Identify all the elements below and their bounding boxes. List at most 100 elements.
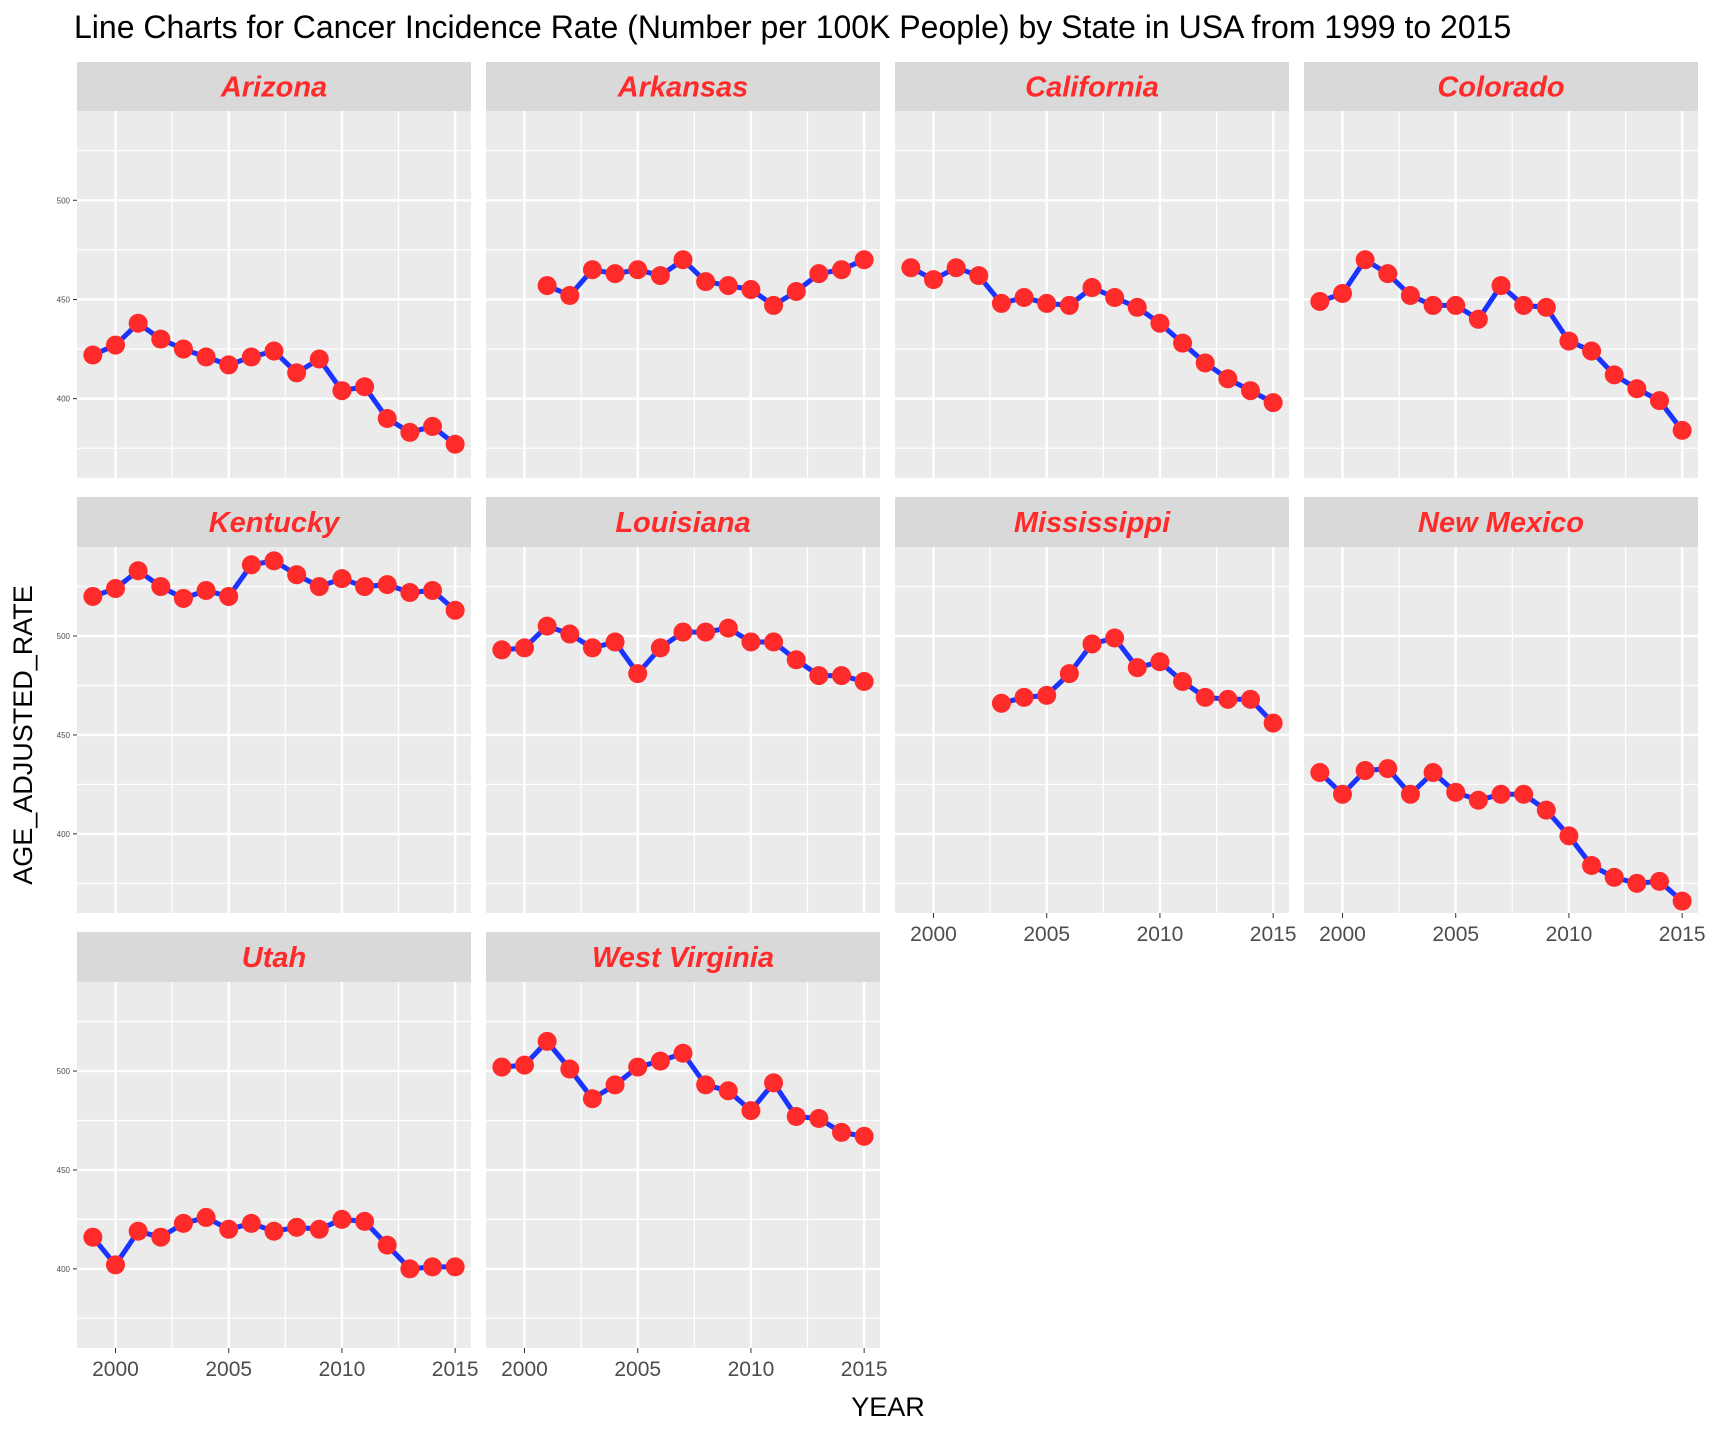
data-point <box>946 258 966 278</box>
data-point <box>1378 264 1398 284</box>
data-point <box>151 577 171 597</box>
panel-background <box>77 547 471 913</box>
data-point <box>445 600 465 620</box>
data-point <box>1355 761 1375 781</box>
data-point <box>1559 331 1579 351</box>
strip-label: Kentucky <box>209 507 341 539</box>
data-point <box>492 640 512 660</box>
data-point <box>1127 658 1147 678</box>
data-point <box>128 313 148 333</box>
y-tick-label: 400 <box>57 395 71 404</box>
data-point <box>1468 790 1488 810</box>
data-point <box>173 588 193 608</box>
strip-label: Arizona <box>220 72 327 104</box>
strip-background <box>486 62 880 111</box>
data-point <box>309 577 329 597</box>
data-point <box>241 347 261 367</box>
panel-background <box>486 547 880 913</box>
data-point <box>219 1219 239 1239</box>
data-point <box>673 622 693 642</box>
x-axis-title: YEAR <box>851 1392 925 1422</box>
data-point <box>105 335 125 355</box>
data-point <box>582 638 602 658</box>
data-point <box>1514 784 1534 804</box>
strip-background <box>486 932 880 982</box>
data-point <box>1627 379 1647 399</box>
data-point <box>400 583 420 603</box>
data-point <box>1559 826 1579 846</box>
data-point <box>423 416 443 436</box>
facet-louisiana: Louisiana <box>486 497 880 913</box>
data-point <box>105 579 125 599</box>
data-point <box>1604 365 1624 385</box>
data-point <box>696 272 716 292</box>
y-tick-label: 400 <box>57 1265 71 1274</box>
data-point <box>423 1257 443 1277</box>
data-point <box>832 1122 852 1142</box>
facet-mississippi: Mississippi 2000 2005 2010 2015 <box>895 497 1297 946</box>
data-point <box>151 329 171 349</box>
facet-arkansas: Arkansas <box>486 62 880 478</box>
data-point <box>1014 287 1034 307</box>
data-point <box>1627 873 1647 893</box>
data-point <box>1650 391 1670 411</box>
data-point <box>1446 295 1466 315</box>
y-tick-label: 450 <box>57 1166 71 1175</box>
data-point <box>991 693 1011 713</box>
data-point <box>1514 295 1534 315</box>
data-point <box>264 551 284 571</box>
data-point <box>1263 393 1283 413</box>
data-point <box>173 339 193 359</box>
data-point <box>1310 291 1330 311</box>
x-tick-label: 2010 <box>1546 923 1593 946</box>
strip-label: Mississippi <box>1014 507 1171 539</box>
chart-title: Line Charts for Cancer Incidence Rate (N… <box>74 9 1511 45</box>
data-point <box>241 1213 261 1233</box>
x-tick-label: 2000 <box>910 923 957 946</box>
data-point <box>854 250 874 270</box>
strip-label: California <box>1025 72 1159 104</box>
x-tick-label: 2010 <box>728 1358 775 1381</box>
data-point <box>309 1219 329 1239</box>
data-point <box>1014 687 1034 707</box>
data-point <box>1536 800 1556 820</box>
data-point <box>445 1257 465 1277</box>
data-point <box>83 345 103 365</box>
panel-background <box>77 982 471 1348</box>
data-point <box>605 264 625 284</box>
data-point <box>1150 313 1170 333</box>
panel-background <box>895 547 1289 913</box>
data-point <box>696 622 716 642</box>
data-point <box>1332 284 1352 304</box>
data-point <box>1241 689 1261 709</box>
data-point <box>809 1109 829 1129</box>
data-point <box>1332 784 1352 804</box>
x-tick-label: 2015 <box>1659 923 1706 946</box>
data-point <box>400 422 420 442</box>
data-point <box>196 1207 216 1227</box>
data-point <box>582 1089 602 1109</box>
data-point <box>355 1211 375 1231</box>
data-point <box>650 638 670 658</box>
data-point <box>923 270 943 290</box>
data-point <box>1150 652 1170 672</box>
data-point <box>537 276 557 296</box>
y-tick-label: 450 <box>57 731 71 740</box>
data-point <box>355 377 375 397</box>
data-point <box>650 1051 670 1071</box>
data-point <box>1037 685 1057 705</box>
panel-background <box>77 111 471 478</box>
data-point <box>1173 672 1193 692</box>
data-point <box>1378 759 1398 779</box>
data-point <box>287 565 307 585</box>
y-axis-title: AGE_ADJUSTED_RATE <box>8 585 38 885</box>
data-point <box>514 1055 534 1075</box>
data-point <box>1491 276 1511 296</box>
data-point <box>764 1073 784 1093</box>
data-point <box>219 355 239 375</box>
strip-label: Arkansas <box>617 72 749 104</box>
data-point <box>1241 381 1261 401</box>
data-point <box>628 260 648 280</box>
data-point <box>1604 867 1624 887</box>
data-point <box>786 1107 806 1127</box>
